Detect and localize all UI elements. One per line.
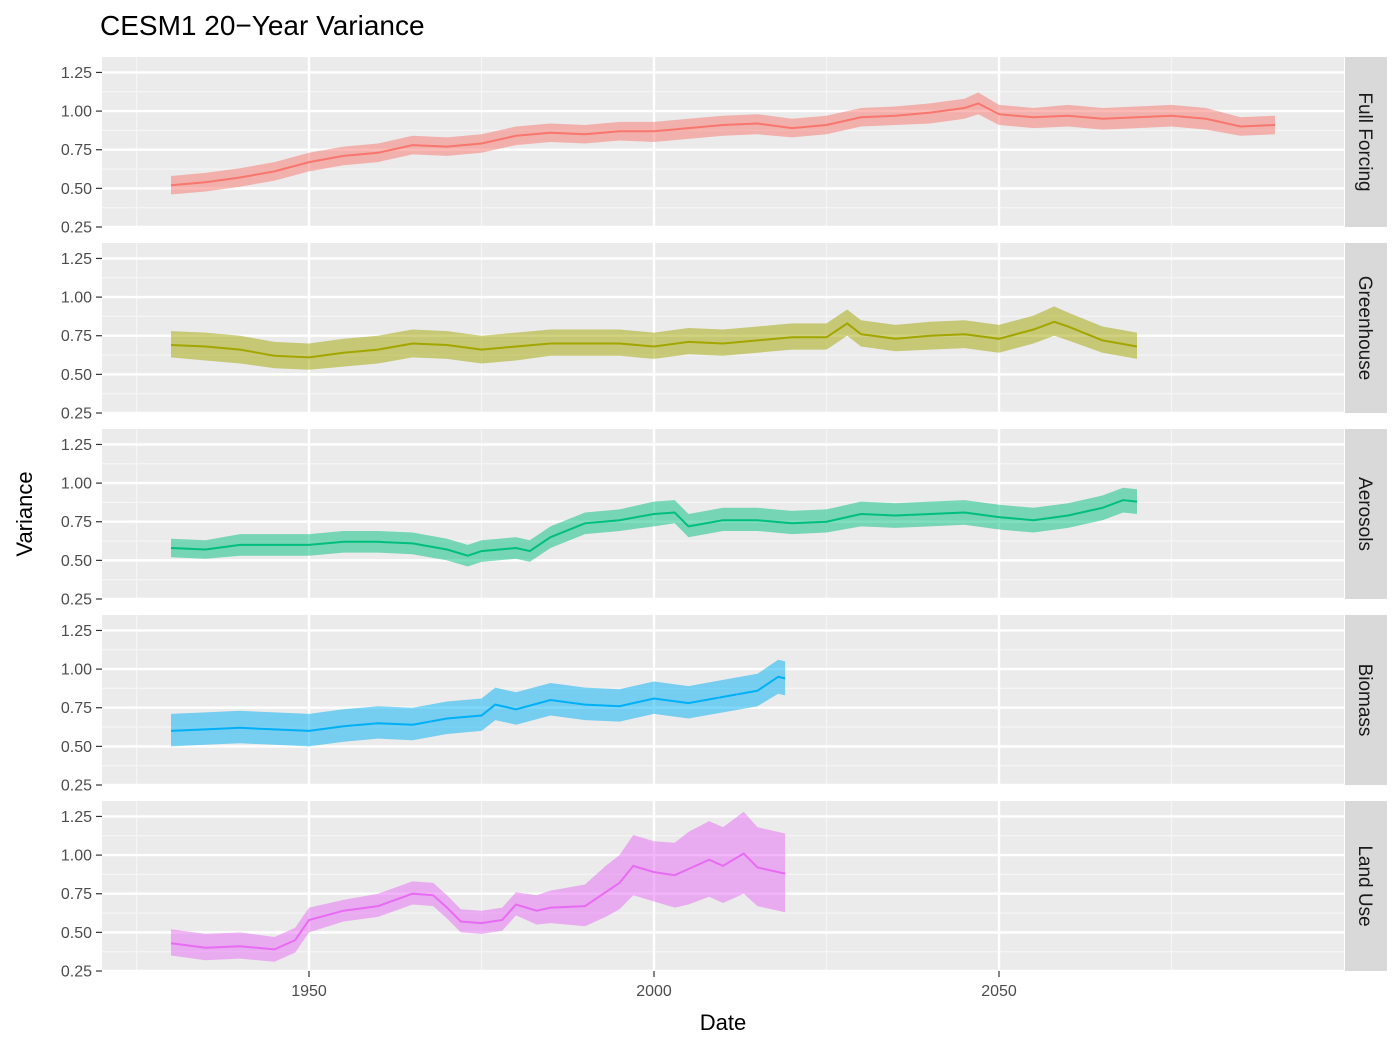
strip-label: Biomass <box>1354 664 1375 737</box>
strip-label: Aerosols <box>1354 477 1375 551</box>
strip-label: Greenhouse <box>1354 276 1375 381</box>
x-tick-label: 1950 <box>291 983 327 1000</box>
panel-background <box>102 57 1344 227</box>
y-tick-label: 0.50 <box>61 553 92 570</box>
y-tick-label: 0.75 <box>61 328 92 345</box>
y-tick-label: 1.25 <box>61 65 92 82</box>
strip-background <box>1345 429 1387 599</box>
y-tick-label: 0.75 <box>61 142 92 159</box>
y-axis-title: Variance <box>12 471 37 556</box>
x-axis: 1950 2000 2050 <box>291 971 1017 1000</box>
panel-greenhouse: 0.25 0.50 0.75 1.00 1.25 Greenhouse <box>61 243 1387 423</box>
y-tick-label: 0.25 <box>61 592 92 609</box>
y-tick-label: 1.25 <box>61 437 92 454</box>
confidence-ribbon <box>171 487 1137 567</box>
y-tick-label: 1.00 <box>61 662 92 679</box>
panel-aerosols: 0.25 0.50 0.75 1.00 1.25 Aerosols <box>61 429 1387 609</box>
y-tick-label: 1.25 <box>61 809 92 826</box>
y-tick-label: 1.00 <box>61 104 92 121</box>
x-tick-label: 2050 <box>981 983 1017 1000</box>
x-axis-title: Date <box>700 1010 746 1035</box>
panel-full-forcing: 0.25 0.50 0.75 1.00 1.25 Full Forcing <box>61 57 1387 237</box>
strip-background <box>1345 615 1387 785</box>
y-tick-label: 0.50 <box>61 181 92 198</box>
confidence-ribbon <box>171 811 786 962</box>
y-tick-label: 1.00 <box>61 476 92 493</box>
series-line <box>170 102 1276 187</box>
strip-background <box>1345 57 1387 227</box>
confidence-ribbon <box>171 659 786 747</box>
chart-title: CESM1 20−Year Variance <box>100 10 425 41</box>
facet-panels: 0.25 0.50 0.75 1.00 1.25 Full Forcing 0.25 0.50… <box>61 57 1387 981</box>
y-tick-label: 0.75 <box>61 886 92 903</box>
strip-label: Land Use <box>1354 845 1375 926</box>
y-tick-label: 1.25 <box>61 623 92 640</box>
panel-land-use: 0.25 0.50 0.75 1.00 1.25 Land Use <box>61 801 1387 981</box>
series-line <box>170 852 786 951</box>
y-tick-label: 0.50 <box>61 925 92 942</box>
strip-background <box>1345 243 1387 413</box>
y-tick-label: 0.25 <box>61 778 92 795</box>
panel-biomass: 0.25 0.50 0.75 1.00 1.25 Biomass <box>61 615 1387 795</box>
panel-background <box>102 243 1344 413</box>
series-line <box>170 675 786 732</box>
y-tick-label: 1.00 <box>61 848 92 865</box>
y-tick-label: 0.25 <box>61 220 92 237</box>
y-tick-label: 0.50 <box>61 739 92 756</box>
confidence-ribbon <box>171 306 1137 370</box>
y-tick-label: 0.25 <box>61 406 92 423</box>
y-tick-label: 0.50 <box>61 367 92 384</box>
y-tick-label: 1.00 <box>61 290 92 307</box>
series-line <box>170 320 1138 359</box>
series-line <box>170 499 1138 557</box>
y-tick-label: 0.75 <box>61 514 92 531</box>
confidence-ribbon <box>171 92 1275 195</box>
y-tick-label: 1.25 <box>61 251 92 268</box>
y-tick-label: 0.75 <box>61 700 92 717</box>
x-tick-label: 2000 <box>636 983 672 1000</box>
strip-label: Full Forcing <box>1354 92 1375 191</box>
strip-background <box>1345 801 1387 971</box>
y-tick-label: 0.25 <box>61 964 92 981</box>
